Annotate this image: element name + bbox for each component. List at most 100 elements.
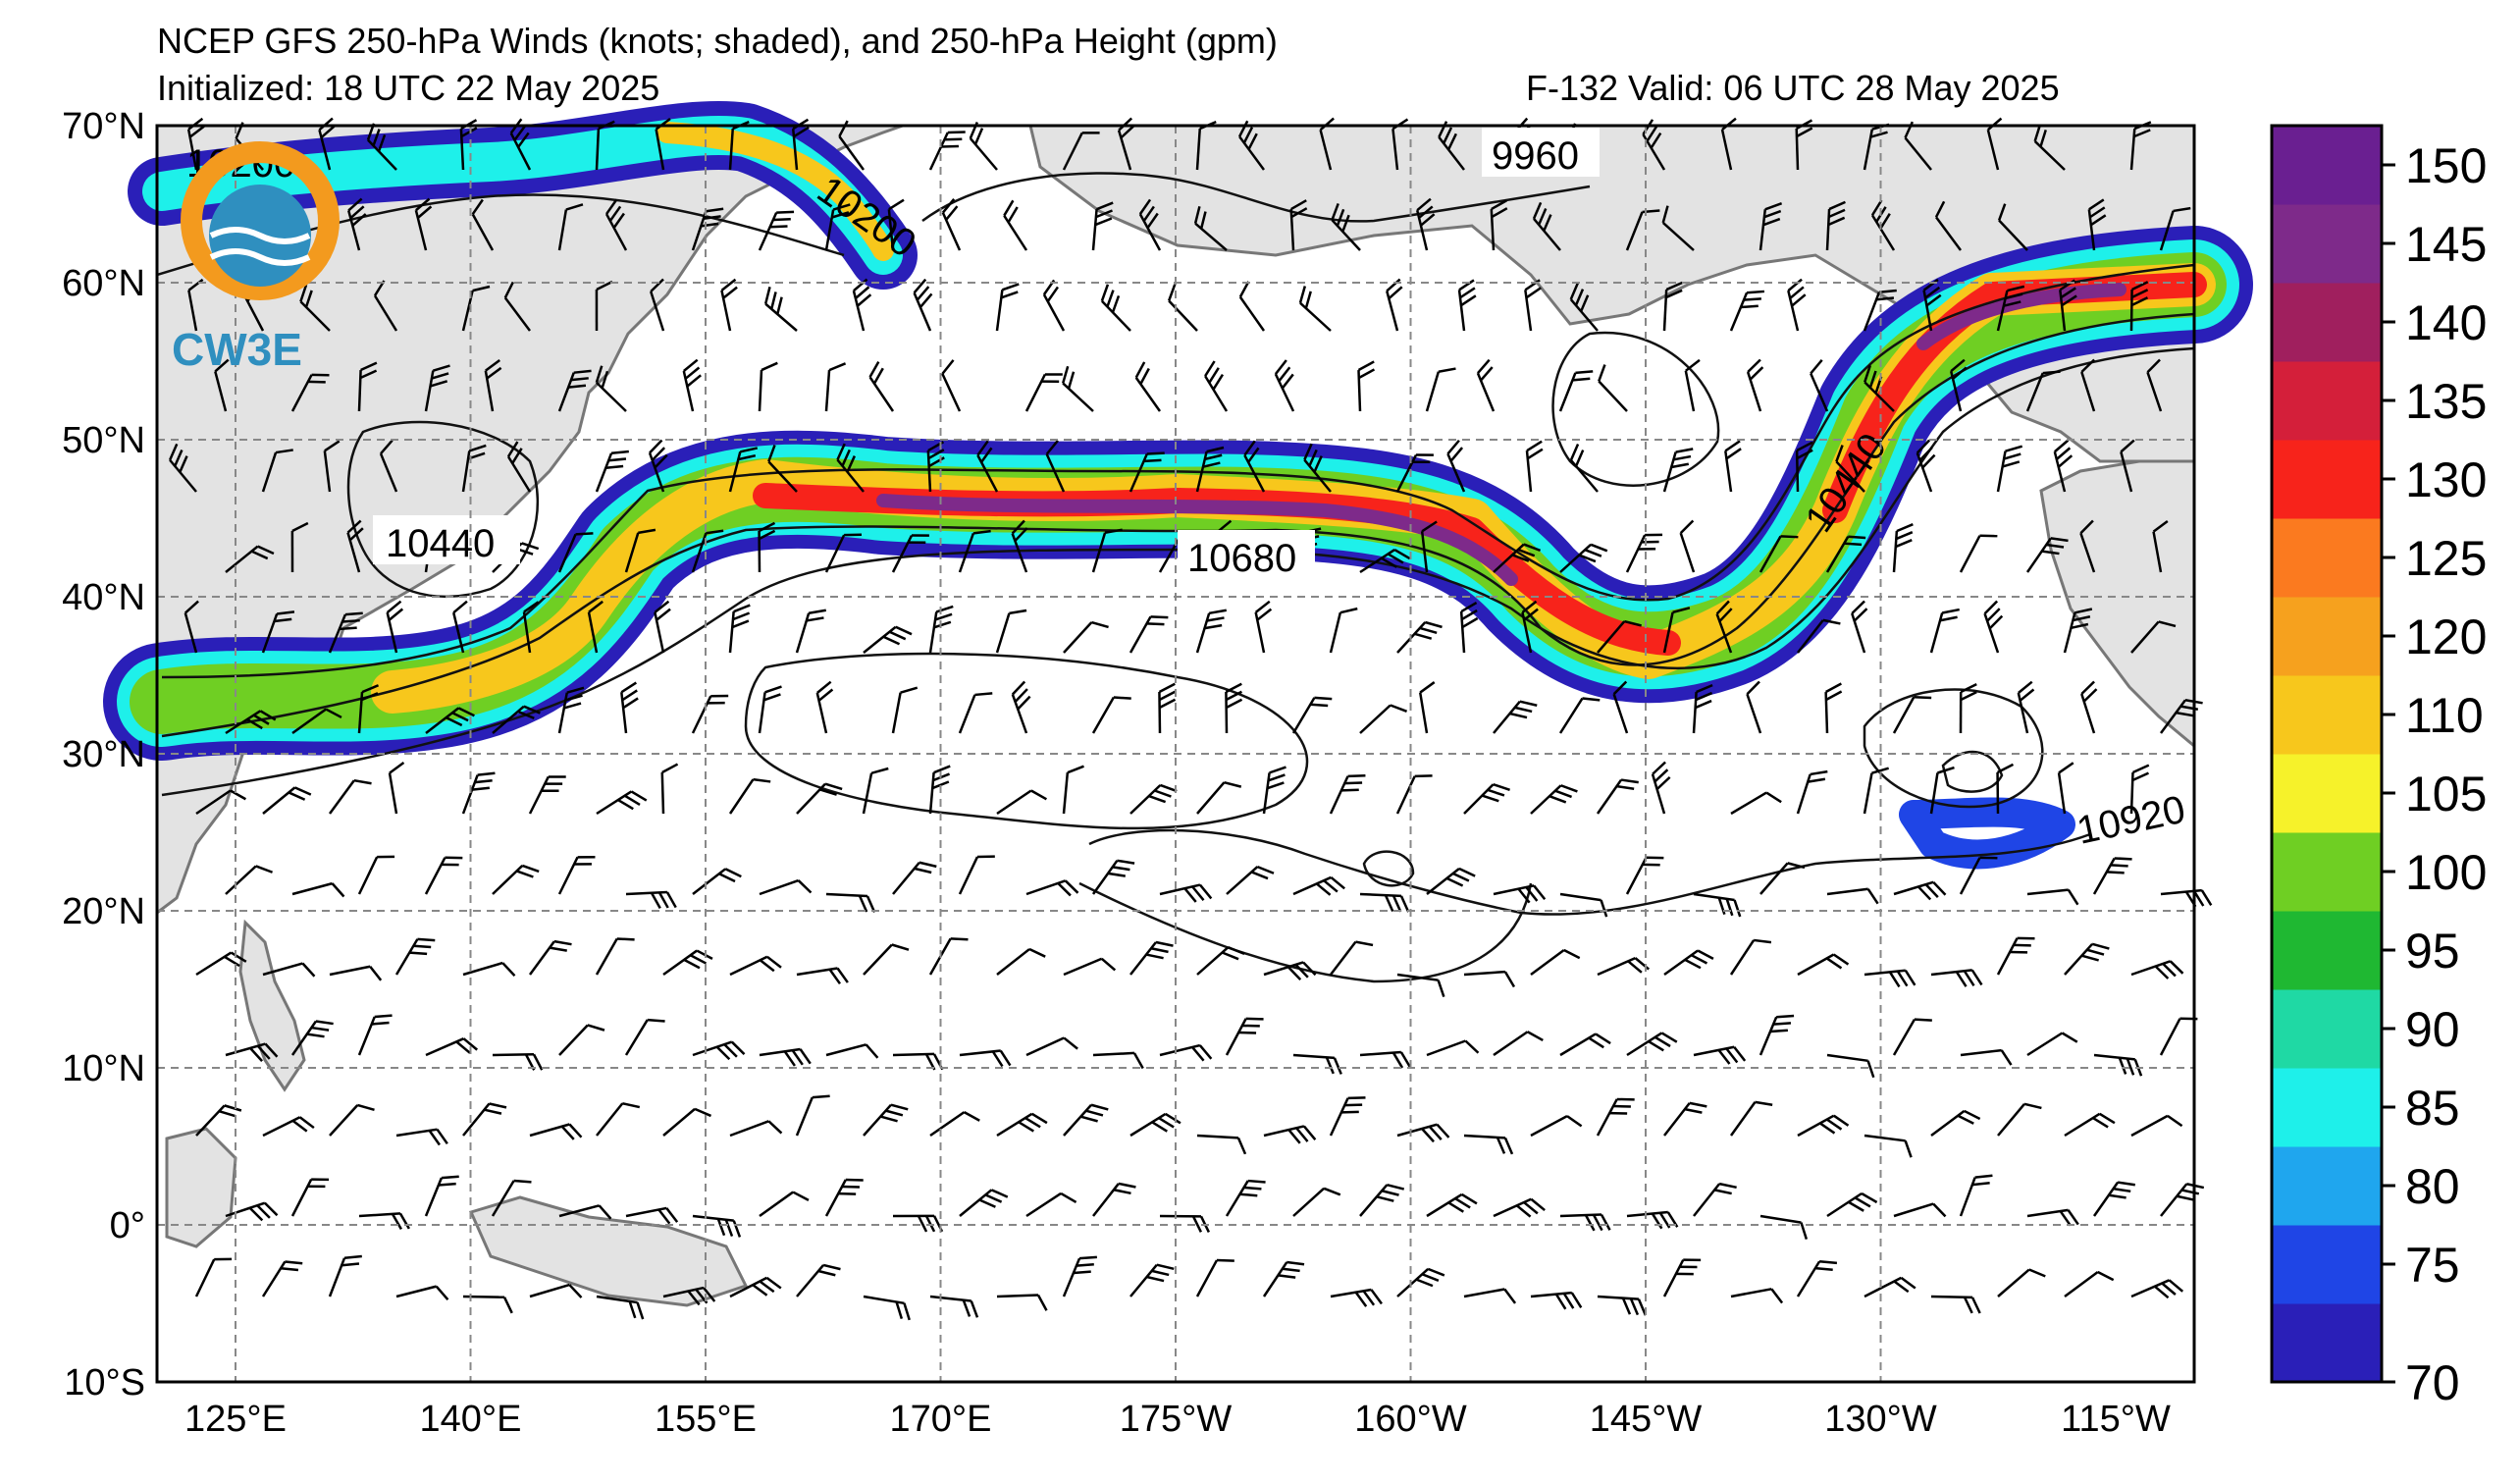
wind-barb [492, 864, 540, 895]
wind-barb [2026, 1208, 2079, 1227]
wind-barb [958, 855, 995, 895]
wind-barb [346, 197, 367, 251]
lon-label: 155°E [655, 1399, 757, 1440]
colorbar-tick-label: 80 [2405, 1159, 2460, 1214]
wind-barb [1996, 285, 2025, 332]
lat-label: 30°N [62, 734, 145, 775]
wind-barb [1746, 680, 1762, 734]
wind-barb [941, 359, 962, 412]
wind-barb [825, 1043, 879, 1059]
colorbar-segment [2272, 911, 2382, 990]
wind-barb [395, 1128, 448, 1146]
wind-barb [1025, 879, 1079, 897]
wind-barb [262, 1116, 315, 1138]
wind-barb [1426, 1039, 1480, 1057]
contour-2 [161, 312, 2195, 738]
gridlines [157, 126, 2194, 1382]
wind-barb [729, 955, 782, 977]
wind-barb [1493, 884, 1547, 904]
wind-barb [471, 198, 495, 251]
wind-barb [941, 198, 962, 251]
valid-time: F-132 Valid: 06 UTC 28 May 2025 [1526, 68, 2060, 108]
wind-barb [394, 937, 436, 976]
logo-text: CW3E [172, 324, 302, 375]
wind-barb [1929, 766, 1955, 815]
wind-barb [1558, 697, 1601, 734]
wind-barb [1292, 1187, 1341, 1217]
wind-barb [929, 1295, 979, 1318]
wind-barb [2079, 519, 2096, 573]
wind-barb [1329, 1096, 1366, 1137]
wind-barb [1759, 862, 1806, 895]
wind-barb [863, 1295, 911, 1321]
colorbar-segment [2272, 204, 2382, 284]
wind-barb [1292, 875, 1345, 896]
wind-barb [290, 373, 330, 412]
wind-barb [1091, 201, 1114, 251]
wind-barb [1025, 1192, 1077, 1218]
wind-barb [290, 1178, 330, 1217]
wind-barb [225, 865, 273, 895]
wind-barb [462, 1102, 507, 1137]
wind-barb [491, 1179, 532, 1217]
wind-barb [996, 789, 1048, 816]
wind-barb [2129, 281, 2149, 332]
lat-label: 10°N [62, 1048, 145, 1089]
wind-barb [691, 207, 724, 251]
wind-barb [1476, 358, 1496, 412]
wind-barb [194, 1257, 233, 1298]
lat-label: 20°N [62, 891, 145, 932]
wind-barb [863, 1103, 909, 1137]
wind-barb [1930, 1295, 1981, 1314]
wind-barb [728, 604, 751, 654]
wind-barb [1596, 1097, 1635, 1137]
colorbar: 150 145 140 135 130 125 120 110 105 100 95 90 85 80 75… [2270, 124, 2487, 1410]
wind-barb [728, 777, 771, 815]
wind-barb [1746, 358, 1764, 412]
wind-barb [509, 118, 532, 171]
wind-barb [1916, 439, 1936, 493]
wind-barb [1597, 1295, 1648, 1316]
wind-barb [1062, 132, 1100, 171]
wind-barb [763, 286, 798, 332]
jet-shading [103, 101, 2253, 870]
wind-barb [1129, 940, 1174, 976]
wind-barb [1720, 117, 1737, 171]
wind-barb [1396, 1123, 1450, 1143]
wind-barb [1693, 1182, 1737, 1217]
wind-barb [1996, 936, 2035, 976]
wind-barb [1415, 197, 1436, 251]
wind-barb [1463, 1134, 1514, 1155]
wind-barb [1729, 938, 1772, 976]
wind-barb [758, 210, 795, 251]
lon-label: 145°W [1590, 1399, 1703, 1440]
wind-barb [795, 1094, 830, 1137]
wind-barb [1129, 451, 1165, 493]
wind-barb [1598, 364, 1628, 412]
wind-barb [1438, 121, 1465, 171]
wind-barb [852, 278, 872, 332]
wind-barb [424, 1175, 459, 1217]
wind-barb [1892, 1018, 1932, 1056]
wind-barb [1391, 118, 1409, 171]
wind-barb [1063, 620, 1109, 654]
wind-barb [1395, 453, 1434, 493]
wind-barb [291, 708, 342, 735]
wind-barb [358, 1212, 410, 1231]
wind-barb [995, 609, 1027, 654]
wind-barb [891, 686, 919, 734]
wind-barb [1263, 961, 1317, 980]
contour-7 [1551, 331, 1720, 487]
wind-barb [720, 278, 738, 332]
wind-barb [1864, 1276, 1916, 1298]
wind-barb [824, 362, 847, 412]
wind-barb [596, 1295, 645, 1320]
wind-barb [346, 519, 364, 573]
colorbar-segment [2272, 597, 2382, 676]
wind-barb [1997, 1268, 2046, 1298]
wind-barb [1463, 1288, 1517, 1304]
wind-barb [1795, 441, 1813, 493]
wind-barb [795, 609, 826, 654]
wind-barb [1100, 284, 1131, 332]
wind-barb [1559, 1213, 1611, 1232]
